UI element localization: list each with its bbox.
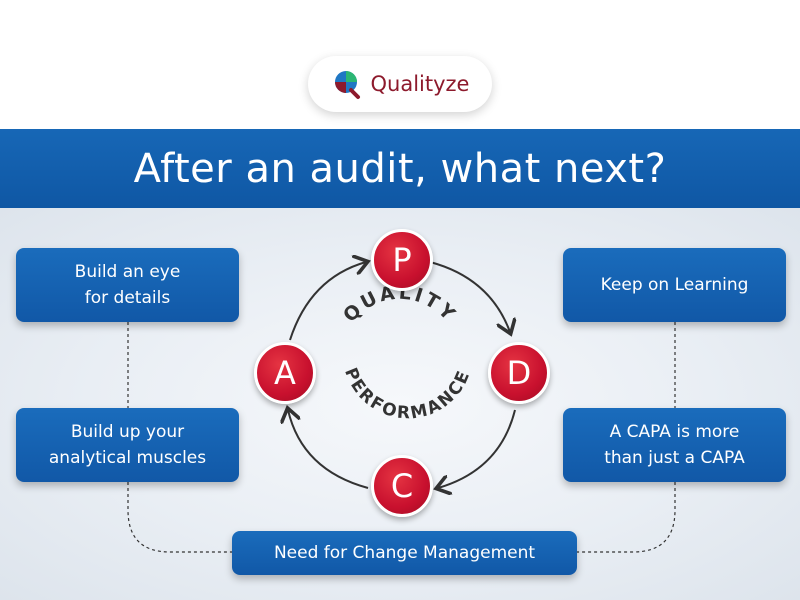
card-build-eye-line1: Build an eye bbox=[74, 262, 181, 282]
card-change-management: Need for Change Management bbox=[232, 531, 577, 575]
card-capa-line2: than just a CAPA bbox=[604, 448, 745, 468]
center-label-performance: PERFORMANCE bbox=[340, 365, 475, 424]
card-analytical-line2: analytical muscles bbox=[48, 448, 207, 468]
brand-name: Qualityze bbox=[370, 72, 470, 96]
cycle-letter-p: P bbox=[371, 229, 433, 291]
qualityze-logo-icon bbox=[334, 71, 360, 99]
card-capa-line1: A CAPA is more bbox=[609, 422, 740, 442]
cycle-letter-d: D bbox=[488, 342, 550, 404]
cycle-arrows bbox=[288, 262, 515, 488]
card-build-eye: Build an eye for details bbox=[16, 248, 239, 322]
cycle-letter-c: C bbox=[371, 455, 433, 517]
card-analytical-line1: Build up your bbox=[70, 422, 185, 442]
card-keep-learning-line1: Keep on Learning bbox=[600, 275, 749, 295]
card-capa: A CAPA is more than just a CAPA bbox=[563, 408, 786, 482]
card-analytical-muscles: Build up your analytical muscles bbox=[16, 408, 239, 482]
brand-logo: Qualityze bbox=[308, 56, 492, 112]
title-banner: After an audit, what next? bbox=[0, 129, 800, 208]
card-change-management-line1: Need for Change Management bbox=[273, 543, 536, 563]
card-build-eye-line2: for details bbox=[84, 288, 171, 308]
card-keep-learning: Keep on Learning bbox=[563, 248, 786, 322]
dotted-connectors bbox=[127, 322, 676, 553]
page-title: After an audit, what next? bbox=[133, 145, 667, 192]
cycle-letter-a: A bbox=[254, 342, 316, 404]
